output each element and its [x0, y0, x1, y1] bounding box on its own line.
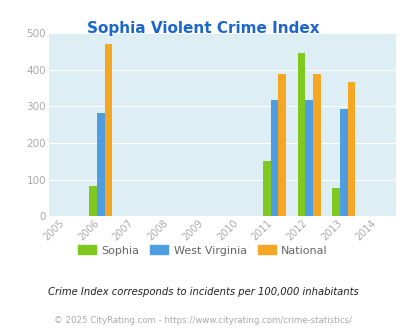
Bar [297, 53, 305, 216]
Bar [89, 186, 97, 216]
Bar [104, 44, 112, 216]
Bar [97, 113, 104, 216]
Bar [339, 109, 347, 216]
Bar [270, 100, 277, 216]
Legend: Sophia, West Virginia, National: Sophia, West Virginia, National [73, 241, 332, 260]
Bar [277, 74, 285, 216]
Bar [347, 82, 354, 216]
Bar [262, 161, 270, 216]
Bar [312, 74, 320, 216]
Text: © 2025 CityRating.com - https://www.cityrating.com/crime-statistics/: © 2025 CityRating.com - https://www.city… [54, 315, 351, 325]
Bar [305, 100, 312, 216]
Bar [332, 187, 339, 216]
Text: Crime Index corresponds to incidents per 100,000 inhabitants: Crime Index corresponds to incidents per… [47, 287, 358, 297]
Text: Sophia Violent Crime Index: Sophia Violent Crime Index [87, 21, 318, 36]
